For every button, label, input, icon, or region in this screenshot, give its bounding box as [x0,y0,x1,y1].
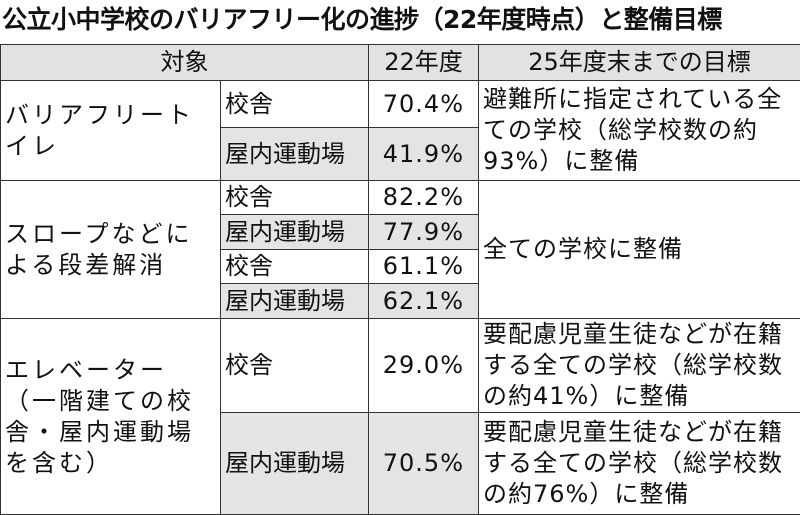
goal-cell: 避難所に指定されている全ての学校（総学校数の約93%）に整備 [479,81,800,181]
facility-cell: 屋内運動場 [221,215,369,250]
rate-cell: 70.5% [369,413,479,515]
rate-cell: 41.9% [369,128,479,181]
column-header: 22年度 [369,45,479,81]
goal-cell: 要配慮児童生徒などが在籍する全ての学校（総学校数の約76%）に整備 [479,413,800,515]
category-cell: バリアフリートイレ [1,81,221,181]
facility-cell: 校舎 [221,81,369,128]
facility-cell: 校舎 [221,181,369,215]
goal-cell: 全ての学校に整備 [479,181,800,319]
column-header: 25年度末までの目標 [479,45,800,81]
facility-cell: 屋内運動場 [221,128,369,181]
rate-cell: 61.1% [369,250,479,284]
goal-cell: 要配慮児童生徒などが在籍する全ての学校（総学校数の約41%）に整備 [479,319,800,413]
header-row: 対象 22年度 25年度末までの目標 [1,45,800,81]
rate-cell: 70.4% [369,81,479,128]
facility-cell: 校舎 [221,319,369,413]
category-cell: スロープなどによる段差解消 [1,181,221,319]
facility-cell: 屋内運動場 [221,413,369,515]
facility-cell: 校舎 [221,250,369,284]
title: 公立小中学校のバリアフリー化の進捗（22年度時点）と整備目標 [0,0,800,44]
rate-cell: 29.0% [369,319,479,413]
category-cell: エレベーター（一階建ての校舎・屋内運動場を含む） [1,319,221,515]
column-header: 対象 [1,45,369,81]
rate-cell: 82.2% [369,181,479,215]
rate-cell: 77.9% [369,215,479,250]
facility-cell: 屋内運動場 [221,284,369,319]
rate-cell: 62.1% [369,284,479,319]
